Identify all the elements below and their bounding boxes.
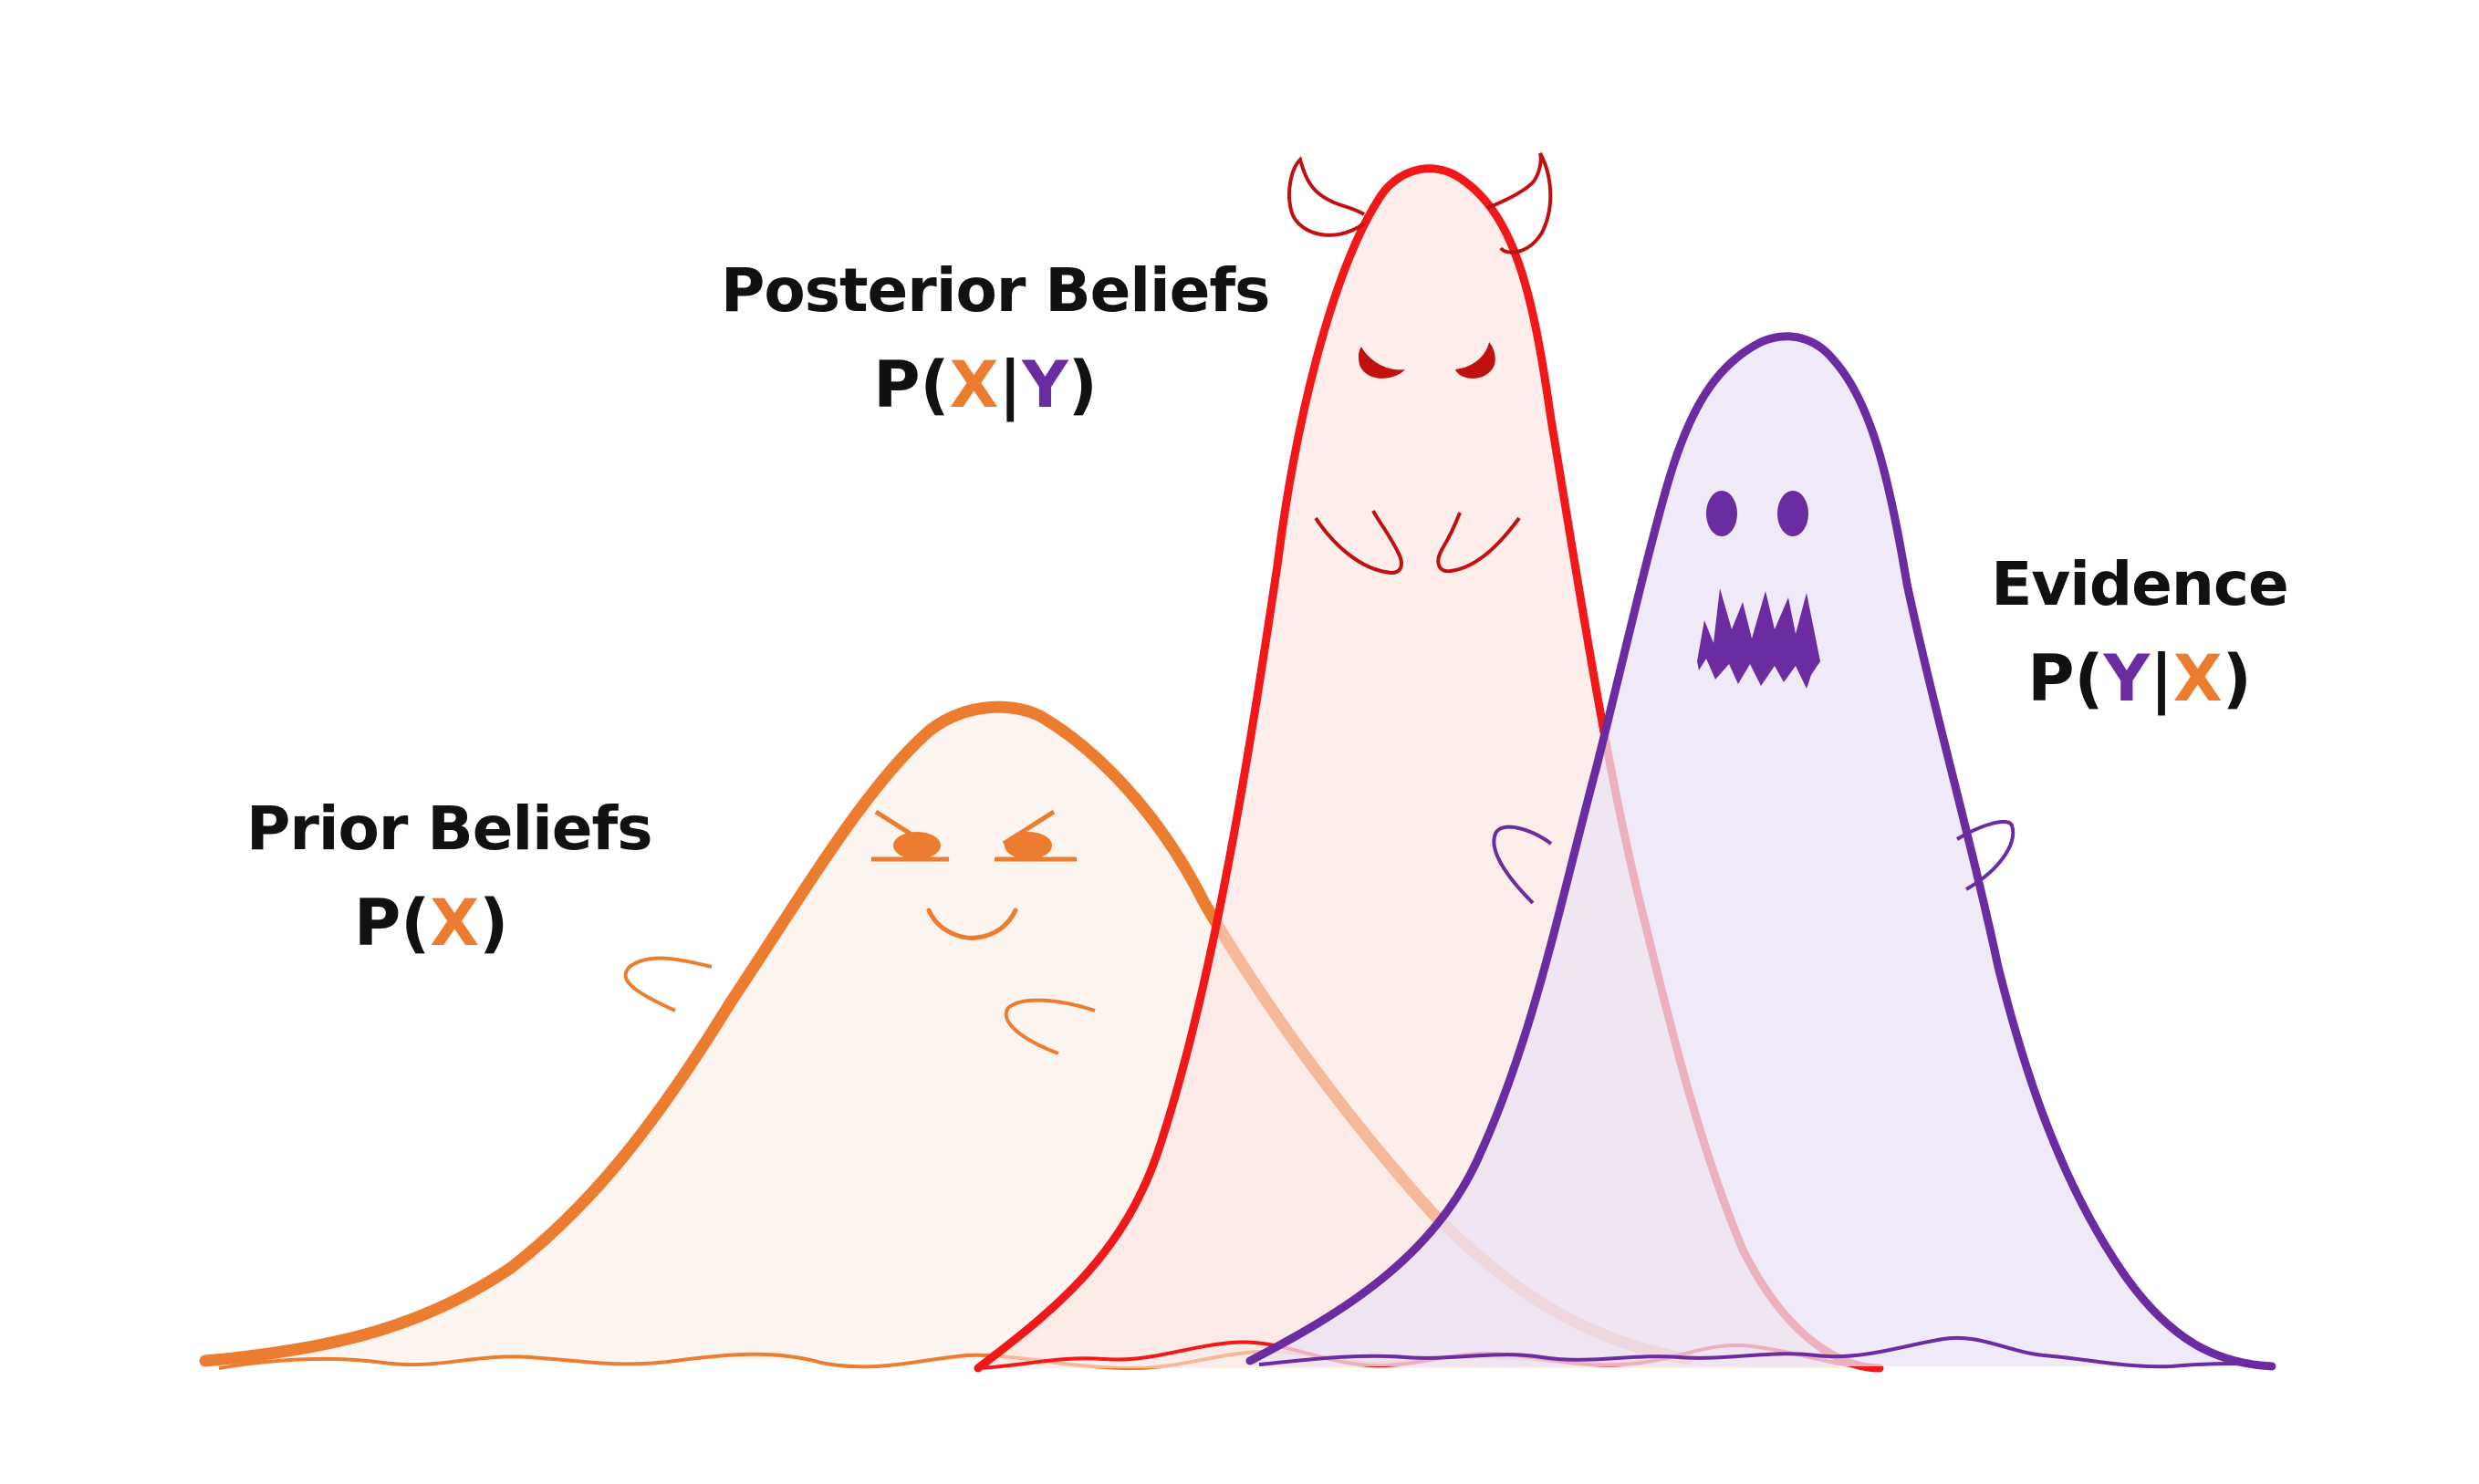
evidence-left-arm [1492, 825, 1553, 905]
evidence-formula-y: Y [2103, 640, 2151, 716]
prior-ghost-left-arm [623, 956, 713, 1012]
prior-formula-close: ) [479, 885, 509, 960]
posterior-formula-close: ) [1068, 347, 1098, 422]
evidence-title: Evidence [1991, 549, 2289, 619]
evidence-ghost-hem [1258, 1335, 2273, 1369]
posterior-right-claw [1436, 512, 1521, 574]
evidence-ghost-body [1250, 336, 2272, 1366]
posterior-left-horn-icon [1287, 156, 1366, 237]
posterior-left-claw [1314, 510, 1403, 576]
prior-mouth [926, 908, 1018, 940]
prior-formula-p: P( [354, 885, 431, 960]
evidence-left-eye [1706, 491, 1737, 536]
posterior-right-horn-icon [1486, 152, 1553, 254]
evidence-formula-x: X [2172, 640, 2223, 716]
posterior-beliefs-title: Posterior Beliefs [721, 255, 1270, 326]
posterior-formula: P(X|Y) [721, 346, 1250, 426]
posterior-formula-x: X [949, 347, 999, 422]
posterior-formula-y: Y [1022, 347, 1068, 422]
posterior-formula-p: P( [873, 347, 950, 422]
prior-ghost-right-arm [1005, 998, 1096, 1055]
evidence-formula-p: P( [2027, 640, 2104, 716]
prior-formula: P(X) [246, 884, 648, 964]
evidence-formula-sep: | [2150, 640, 2173, 716]
prior-beliefs-label: Prior Beliefs P(X) [246, 792, 653, 964]
prior-right-eye [1005, 832, 1052, 859]
posterior-left-eye [1358, 347, 1405, 379]
evidence-right-eye [1777, 491, 1808, 536]
prior-left-eye [893, 832, 941, 859]
posterior-beliefs-label: Posterior Beliefs P(X|Y) [721, 254, 1270, 426]
posterior-formula-sep: | [998, 347, 1023, 422]
evidence-formula: P(Y|X) [1975, 639, 2304, 720]
prior-beliefs-title: Prior Beliefs [246, 794, 653, 864]
evidence-ghost [1245, 332, 2276, 1371]
evidence-label: Evidence P(Y|X) [1975, 547, 2304, 719]
evidence-right-arm [1955, 820, 2015, 891]
posterior-right-eye [1455, 342, 1495, 379]
evidence-formula-close: ) [2222, 640, 2252, 716]
prior-formula-x: X [430, 885, 480, 960]
evidence-mouth [1697, 588, 1820, 689]
evidence-ghost-outline [1245, 332, 2276, 1371]
